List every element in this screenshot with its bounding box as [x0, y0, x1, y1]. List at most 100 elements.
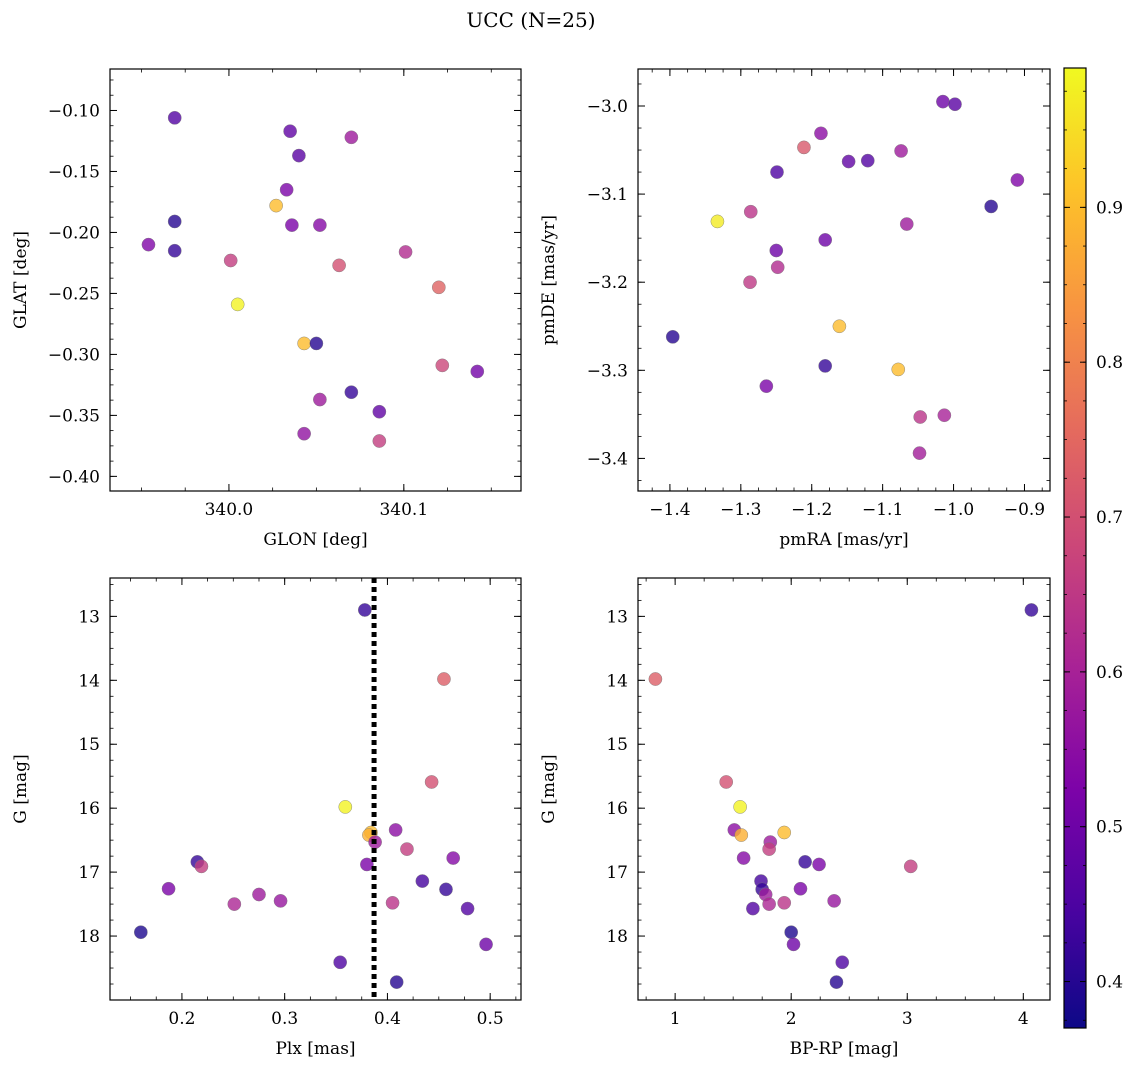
data-point: [891, 362, 906, 377]
y-tick-label: 14: [78, 671, 100, 691]
data-point: [297, 336, 311, 351]
data-point: [777, 825, 792, 840]
axes-frame: [109, 68, 522, 492]
x-tick-label: 2: [786, 1009, 797, 1029]
x-tick-label: −1.2: [791, 500, 832, 520]
data-point: [894, 144, 908, 158]
data-point: [479, 937, 493, 952]
data-point: [759, 379, 774, 393]
data-point: [360, 857, 374, 872]
data-point: [223, 253, 238, 268]
scatter-panel: 0.2 0.3 0.4 0.5 13 14 15 16 17 18 Plx [mas] G [mag]: [11, 577, 522, 1059]
data-point: [372, 404, 387, 419]
data-point: [762, 897, 776, 911]
data-point: [770, 260, 785, 275]
colorbar-tick-label: 0.6: [1096, 663, 1123, 683]
x-tick-label: 0.5: [477, 1009, 504, 1029]
colorbar-tick-label: 0.8: [1096, 353, 1123, 373]
data-point: [835, 955, 850, 970]
y-tick-label: −0.25: [48, 284, 100, 304]
y-tick-label: −3.3: [587, 361, 628, 381]
data-point: [424, 775, 439, 789]
data-point: [743, 275, 757, 290]
data-point: [439, 882, 453, 897]
y-axis-label: pmDE [mas/yr]: [539, 215, 559, 345]
data-point: [344, 130, 359, 145]
data-point: [415, 874, 430, 888]
data-point: [141, 237, 156, 252]
y-tick-label: −0.10: [48, 101, 100, 121]
data-point: [389, 975, 404, 989]
data-point: [269, 198, 283, 213]
y-tick-label: 18: [606, 927, 628, 947]
data-point: [860, 153, 875, 168]
x-tick-label: 4: [1018, 1009, 1029, 1029]
data-point: [665, 330, 680, 344]
data-point: [733, 800, 747, 814]
axes-frame: [637, 68, 1051, 492]
y-axis-label: G [mag]: [11, 754, 31, 823]
data-point: [338, 800, 353, 814]
y-tick-label: 17: [606, 863, 628, 883]
data-point: [309, 336, 324, 351]
data-point: [719, 775, 734, 789]
y-tick-label: 15: [78, 735, 100, 755]
data-point: [1024, 603, 1039, 617]
data-point: [829, 975, 844, 989]
data-point: [431, 280, 446, 295]
scatter-panel: 340.0 340.1 −0.10 −0.15 −0.20 −0.25 −0.30 −0.35…: [11, 68, 522, 550]
data-point: [194, 859, 209, 874]
data-point: [827, 894, 841, 908]
data-point: [167, 243, 182, 258]
colorbar-tick-label: 0.4: [1096, 973, 1123, 993]
data-point: [161, 881, 176, 896]
data-point: [798, 855, 812, 869]
x-tick-label: 1: [670, 1009, 681, 1029]
y-tick-label: 16: [606, 799, 628, 819]
x-tick-label: −1.0: [933, 500, 974, 520]
x-tick-label: 3: [902, 1009, 913, 1029]
y-tick-label: −3.1: [587, 185, 628, 205]
data-point: [435, 358, 450, 373]
x-tick-label: 0.2: [168, 1009, 195, 1029]
data-point: [167, 110, 182, 125]
y-tick-label: −0.30: [48, 345, 100, 365]
x-tick-label: 340.1: [379, 500, 428, 520]
data-point: [777, 896, 792, 910]
data-point: [470, 364, 485, 379]
data-point: [793, 881, 808, 896]
data-point: [913, 410, 928, 424]
x-axis-label: GLON [deg]: [263, 530, 367, 550]
data-point: [786, 937, 801, 952]
data-point: [769, 243, 784, 258]
data-point: [230, 297, 245, 312]
data-point: [746, 901, 760, 916]
x-tick-label: −1.1: [862, 500, 903, 520]
y-tick-label: −3.0: [587, 97, 628, 117]
data-point: [400, 842, 414, 856]
scatter-panel: −1.4 −1.3 −1.2 −1.1 −1.0 −0.9 −3.0 −3.1 −3.2 −3.3…: [539, 68, 1051, 550]
data-point: [285, 218, 299, 232]
axes-frame: [109, 577, 522, 1001]
colorbar-tick-label: 0.5: [1096, 818, 1123, 838]
data-point: [818, 359, 833, 373]
y-axis-label: G [mag]: [539, 754, 559, 823]
data-point: [903, 859, 918, 874]
y-tick-label: 15: [606, 735, 628, 755]
data-point: [648, 672, 663, 686]
colorbar-tick-label: 0.9: [1096, 198, 1123, 218]
y-tick-label: −0.15: [48, 162, 100, 182]
y-tick-label: 17: [78, 863, 100, 883]
x-tick-label: 340.0: [205, 500, 254, 520]
data-point: [398, 245, 413, 259]
data-point: [446, 851, 460, 865]
data-point: [313, 392, 327, 407]
x-tick-label: −1.4: [649, 500, 690, 520]
colorbar-gradient: [1064, 68, 1086, 1028]
data-point: [460, 901, 475, 916]
data-point: [984, 199, 998, 214]
y-tick-label: −3.4: [587, 449, 628, 469]
y-tick-label: 13: [606, 607, 628, 627]
data-point: [797, 140, 811, 155]
data-point: [279, 182, 294, 197]
